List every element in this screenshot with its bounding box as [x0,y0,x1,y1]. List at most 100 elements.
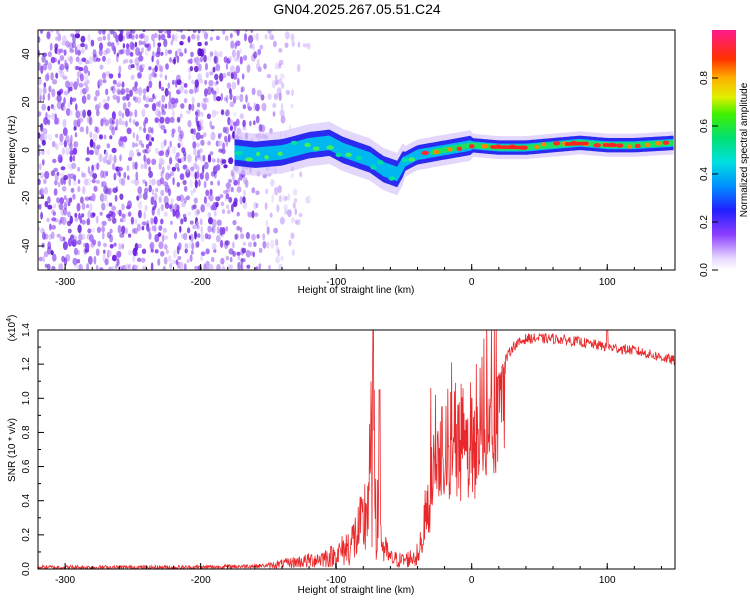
noise-cell [73,81,78,90]
noise-cell [67,237,73,247]
noise-cell [111,217,117,224]
noise-cell [151,158,157,165]
noise-cell [122,43,126,49]
noise-cell [138,87,143,96]
noise-cell [86,177,92,186]
noise-cell [141,41,146,46]
noise-cell [221,265,226,270]
noise-cell [240,263,243,270]
ridge-spot [469,144,475,149]
noise-cell [211,218,217,228]
noise-cell [205,171,210,181]
noise-cell [50,231,55,240]
noise-cell [275,256,280,264]
noise-cell [42,231,46,240]
ridge-spot [634,143,641,149]
noise-cell [72,180,78,186]
noise-cell [122,96,126,101]
noise-cell [124,58,129,64]
ridge-spot [447,147,453,152]
noise-cell [86,263,89,270]
noise-cell [63,49,67,56]
noise-cell [96,226,102,233]
noise-cell [124,264,130,270]
noise-cell [222,142,226,151]
noise-cell [100,118,104,127]
colorbar-tick-label: 0.4 [699,167,710,181]
noise-cell [96,144,101,150]
noise-cell [133,264,139,270]
noise-cell [53,218,59,223]
noise-cell [160,65,164,73]
noise-cell [175,152,180,158]
noise-cell [110,211,116,219]
noise-cell [265,188,269,195]
noise-cell [134,81,138,88]
noise-cell [40,65,44,74]
noise-cell [58,203,64,211]
noise-cell [91,179,96,184]
noise-cell [87,166,91,174]
noise-cell [193,65,199,73]
noise-cell [151,33,155,42]
noise-cell [70,163,73,171]
noise-cell [147,126,152,134]
noise-cell [236,211,240,217]
noise-cell [258,123,263,132]
noise-cell [158,196,162,204]
noise-cell [83,178,89,186]
noise-cell [202,30,207,35]
noise-cell [65,80,70,89]
noise-cell [228,157,234,165]
noise-cell [101,181,107,188]
noise-cell [91,193,96,202]
noise-cell [112,94,118,100]
noise-cell [276,87,282,96]
noise-cell [223,164,228,169]
noise-cell [45,59,49,66]
noise-cell [226,209,231,214]
noise-cell [78,233,83,241]
noise-cell [89,202,93,212]
noise-cell [255,266,259,270]
noise-cell [190,170,196,178]
noise-cell [141,248,147,255]
noise-cell [138,40,143,46]
noise-cell [127,211,132,217]
noise-cell [144,187,149,194]
noise-cell [187,36,191,43]
noise-cell [193,197,198,204]
noise-cell [294,208,297,216]
ridge-spot [627,144,633,149]
noise-cell [191,96,195,105]
noise-cell [155,101,160,107]
noise-cell [41,103,46,111]
noise-cell [52,158,57,164]
noise-cell [82,109,86,119]
noise-cell [43,131,48,141]
noise-cell [146,158,151,165]
noise-cell [108,202,113,207]
spectrogram-y-ticks: -40 -20 0 20 40 [21,29,44,271]
noise-cell [180,218,184,225]
noise-cell [256,59,260,63]
noise-cell [184,48,187,54]
noise-cell [199,48,205,57]
noise-cell [209,151,214,156]
noise-cell [251,210,255,219]
y-tick-label: -20 [21,190,32,205]
noise-cell [129,51,134,57]
noise-cell [85,157,90,162]
noise-cell [204,88,208,97]
noise-cell [197,30,201,34]
noise-cell [247,106,252,111]
noise-cell [247,211,253,218]
noise-cell [170,97,176,105]
noise-cell [171,145,177,155]
noise-cell [290,232,295,240]
noise-cell [211,158,216,163]
noise-cell [42,86,47,95]
x-tick-label: -300 [55,277,75,288]
noise-cell [163,256,168,265]
noise-cell [65,40,70,48]
